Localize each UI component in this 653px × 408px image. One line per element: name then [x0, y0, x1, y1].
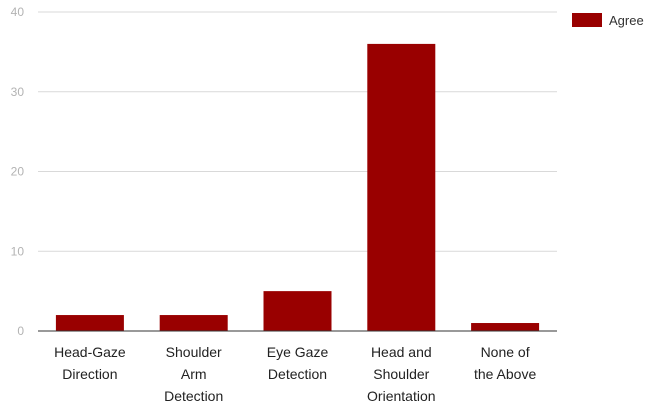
x-tick-label: Head-Gaze Direction — [54, 344, 126, 382]
x-tick-label-line: Detection — [164, 388, 223, 403]
x-tick-label-line: Head-Gaze — [54, 344, 126, 360]
y-tick-label: 30 — [11, 85, 25, 99]
x-tick-label-line: Shoulder — [373, 366, 429, 382]
bar-5[interactable] — [471, 323, 540, 331]
x-tick-label-line: Head and — [371, 344, 432, 360]
y-tick-label: 0 — [17, 324, 24, 338]
x-tick-label-line: Direction — [62, 366, 117, 382]
y-tick-label: 40 — [11, 5, 25, 19]
x-tick-label-line: None of — [481, 344, 530, 360]
x-tick-label: Shoulder Arm Detection — [164, 344, 223, 403]
x-tick-label-line: Eye Gaze — [267, 344, 329, 360]
x-tick-label: None of the Above — [474, 344, 536, 382]
x-tick-label-line: Detection — [268, 366, 327, 382]
y-tick-label: 10 — [11, 244, 25, 258]
bar-1[interactable] — [55, 315, 124, 331]
gridlines — [38, 11, 557, 252]
x-tick-label-line: Orientation — [367, 388, 435, 403]
bar-3[interactable] — [263, 291, 332, 331]
legend-swatch-agree — [572, 13, 602, 27]
x-tick-label-line: the Above — [474, 366, 536, 382]
legend-label-agree: Agree — [609, 13, 644, 28]
legend: Agree — [572, 13, 644, 28]
y-axis-ticks: 0 10 20 30 40 — [11, 5, 25, 338]
x-tick-label-line: Arm — [181, 366, 207, 382]
bars — [55, 43, 540, 332]
x-tick-label: Head and Shoulder Orientation — [367, 344, 435, 403]
y-tick-label: 20 — [11, 165, 25, 179]
bar-4[interactable] — [367, 43, 436, 332]
x-tick-label-line: Shoulder — [166, 344, 222, 360]
x-tick-label: Eye Gaze Detection — [267, 344, 329, 382]
bar-2[interactable] — [159, 315, 228, 331]
